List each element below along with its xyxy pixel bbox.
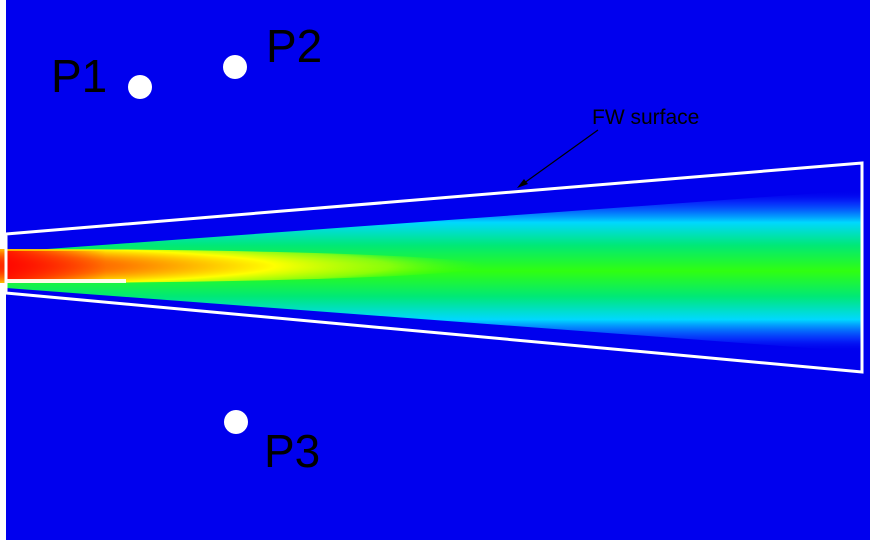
- jet-potential-core: [0, 249, 486, 283]
- fw-surface-arrowhead-icon: [517, 179, 528, 188]
- fw-surface-outline: [4, 161, 864, 374]
- probe-label-p1: P1: [51, 50, 107, 102]
- probe-marker-p1: [128, 75, 152, 99]
- probe-marker-p3: [224, 410, 248, 434]
- probe-label-p3: P3: [264, 425, 320, 477]
- fw-surface-label: FW surface: [592, 106, 699, 129]
- jet-nozzle-exit: [6, 251, 106, 279]
- probe-marker-p2: [223, 55, 247, 79]
- probe-label-p2: P2: [266, 20, 322, 72]
- nozzle-lip: [6, 279, 126, 283]
- fw-surface-arrow: [519, 129, 599, 187]
